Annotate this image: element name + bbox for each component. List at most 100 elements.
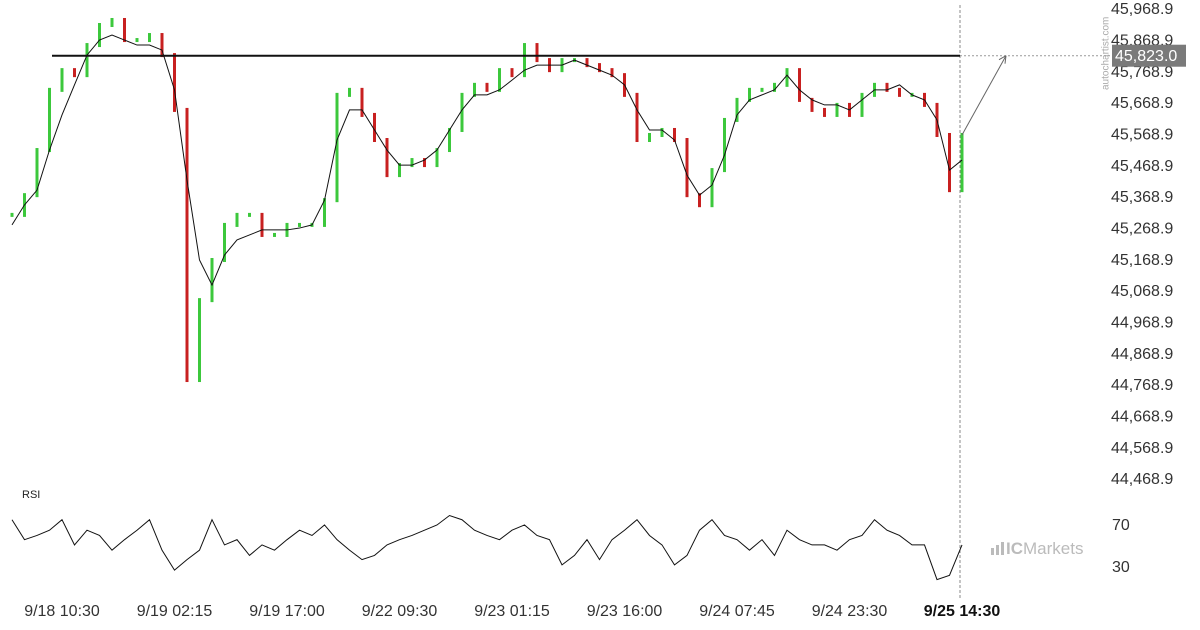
- price-bar: [260, 212, 264, 237]
- price-bar: [698, 193, 701, 208]
- price-bar: [398, 163, 401, 178]
- forecast-arrow: [961, 55, 1007, 136]
- price-bar: [448, 127, 451, 153]
- price-bar: [98, 23, 101, 48]
- price-bar: [648, 132, 651, 143]
- price-bar: [523, 43, 526, 78]
- brand: ICMarkets: [991, 539, 1083, 558]
- x-tick-label: 9/25 14:30: [924, 603, 1001, 620]
- price-bar: [248, 212, 251, 217]
- price-bar: [35, 148, 39, 198]
- y-tick-label: 45,268.9: [1111, 221, 1173, 238]
- y-tick-label: 45,668.9: [1111, 95, 1173, 112]
- price-bar: [473, 82, 476, 97]
- price-bar: [373, 112, 376, 143]
- y-tick-label: 45,168.9: [1111, 252, 1173, 269]
- price-bar: [898, 87, 901, 97]
- price-bar: [160, 33, 164, 58]
- y-tick-label: 45,368.9: [1111, 189, 1173, 206]
- price-bar: [760, 87, 764, 92]
- x-tick-label: 9/24 07:45: [699, 603, 775, 620]
- y-tick-label: 45,068.9: [1111, 283, 1173, 300]
- price-bar: [748, 87, 751, 102]
- x-tick-label: 9/19 17:00: [249, 603, 325, 620]
- price-bar: [173, 53, 176, 112]
- price-bar: [223, 222, 226, 263]
- x-tick-label: 9/19 02:15: [137, 603, 213, 620]
- x-tick-label: 9/23 01:15: [474, 603, 550, 620]
- x-tick-label: 9/23 16:00: [587, 603, 663, 620]
- price-bar: [435, 148, 439, 168]
- price-bar: [635, 92, 639, 143]
- brand-suffix: Markets: [1023, 539, 1083, 558]
- y-tick-label: 44,668.9: [1111, 409, 1173, 426]
- y-tick-label: 45,468.9: [1111, 158, 1173, 175]
- watermark: autochartist.com: [1101, 17, 1112, 90]
- brand-prefix: IC: [1006, 539, 1023, 558]
- price-bar: [498, 68, 501, 92]
- price-bar: [485, 82, 489, 92]
- price-bar: [948, 132, 951, 193]
- price-bar: [960, 132, 964, 193]
- price-bar: [410, 158, 414, 168]
- svg-text:ICMarkets: ICMarkets: [1006, 539, 1083, 558]
- price-bar: [735, 97, 739, 122]
- price-bar: [85, 43, 89, 78]
- price-bar: [598, 63, 601, 73]
- y-tick-label: 45,968.9: [1111, 1, 1173, 18]
- rsi-label: RSI: [22, 489, 40, 501]
- price-bar: [185, 107, 189, 383]
- price-bar: [785, 68, 789, 87]
- price-bar: [885, 82, 889, 92]
- price-bar: [348, 87, 351, 97]
- price-bar: [273, 232, 276, 237]
- price-bar: [360, 87, 364, 117]
- price-bar: [423, 158, 426, 168]
- y-tick-label: 44,868.9: [1111, 346, 1173, 363]
- price-bar: [610, 68, 614, 78]
- price-bar: [510, 68, 514, 78]
- price-bar: [198, 298, 201, 383]
- price-bar: [773, 82, 776, 92]
- y-tick-label: 44,468.9: [1111, 471, 1173, 488]
- price-bar: [585, 58, 589, 68]
- price-bar: [810, 97, 814, 112]
- x-tick-label: 9/18 10:30: [24, 603, 100, 620]
- price-bar: [210, 258, 214, 303]
- price-bar: [73, 68, 76, 78]
- price-bar: [798, 68, 801, 102]
- price-bar: [385, 138, 389, 178]
- price-bar: [60, 68, 64, 92]
- rsi-line: [11, 514, 963, 581]
- price-bar: [323, 198, 326, 227]
- price-bar: [110, 17, 114, 28]
- y-tick-label: 44,768.9: [1111, 377, 1173, 394]
- price-bar: [535, 43, 539, 63]
- rsi-tick-label: 30: [1112, 559, 1130, 576]
- x-tick-label: 9/22 09:30: [362, 603, 438, 620]
- price-bar: [10, 212, 14, 217]
- level-label-box: [1112, 44, 1186, 67]
- x-tick-label: 9/24 23:30: [812, 603, 888, 620]
- price-bar: [660, 127, 664, 137]
- level-label: 45,823.0: [1115, 48, 1177, 65]
- price-bar: [335, 92, 339, 203]
- price-bar: [135, 38, 139, 43]
- price-bar: [673, 127, 676, 143]
- rsi-tick-label: 70: [1112, 517, 1130, 534]
- price-bar: [835, 102, 839, 117]
- price-bar: [860, 92, 864, 117]
- price-bar: [148, 33, 151, 43]
- price-bar: [823, 107, 826, 117]
- price-bar: [48, 87, 51, 153]
- price-bar: [235, 212, 239, 227]
- moving-average: [11, 34, 963, 287]
- y-tick-label: 44,568.9: [1111, 440, 1173, 457]
- price-bar: [723, 117, 726, 173]
- arrow-head: [998, 55, 1007, 64]
- y-tick-label: 45,568.9: [1111, 127, 1173, 144]
- price-bar: [710, 168, 714, 208]
- price-bar: [460, 92, 464, 132]
- price-bar: [298, 222, 301, 227]
